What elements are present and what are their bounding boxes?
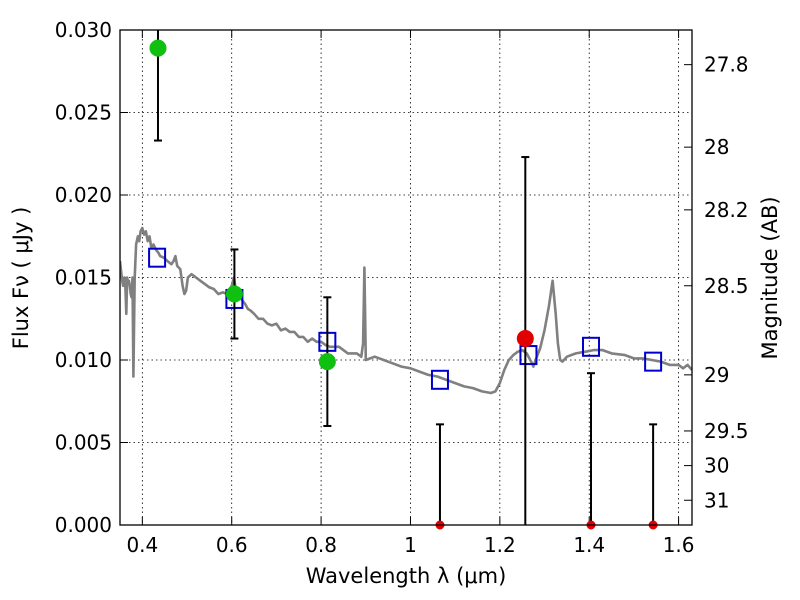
- x-tick-label: 0.4: [126, 533, 158, 557]
- magnitude-tick-label: 28.2: [704, 198, 749, 222]
- marker-layer: [148, 30, 663, 530]
- sed-model-line: [120, 226, 692, 395]
- model-photometry-square: [430, 369, 449, 390]
- y-tick-label: 0.020: [55, 183, 112, 207]
- magnitude-tick-label: 28.5: [704, 274, 749, 298]
- x-tick-label: 1: [404, 533, 417, 557]
- x-tick-label: 1.2: [484, 533, 516, 557]
- data-layer: [120, 226, 692, 395]
- magnitude-tick-label: 29: [704, 363, 729, 387]
- plot-frame: [119, 29, 693, 526]
- detection-point: [149, 39, 167, 57]
- y-tick-label: 0.000: [55, 513, 112, 537]
- x-axis-title: Wavelength λ (μm): [306, 564, 507, 588]
- detection-point: [225, 285, 243, 303]
- axis-ticks: 0.4 0.6 0.8 1 1.2 1.4 1.6 0.000 0.005 0.010 0.015 0…: [55, 18, 749, 557]
- x-tick-label: 0.6: [216, 533, 248, 557]
- detection-point: [318, 353, 336, 371]
- y-axis-title: Flux Fν ( μJy ): [9, 207, 33, 350]
- model-photometry-square: [644, 351, 663, 372]
- y-tick-label: 0.025: [55, 101, 112, 125]
- magnitude-tick-label: 31: [704, 488, 729, 512]
- y-tick-label: 0.015: [55, 266, 112, 290]
- model-photometry-square: [582, 336, 601, 357]
- x-tick-label: 1.6: [663, 533, 695, 557]
- magnitude-tick-label: 27.8: [704, 53, 749, 77]
- x-tick-label: 1.4: [573, 533, 605, 557]
- magnitude-tick-label: 29.5: [704, 419, 749, 443]
- y-tick-label: 0.010: [55, 348, 112, 372]
- y-tick-label: 0.030: [55, 18, 112, 42]
- model-photometry-square: [148, 247, 167, 268]
- magnitude-tick-label: 30: [704, 454, 729, 478]
- nondetection-point: [516, 330, 534, 348]
- magnitude-tick-label: 28: [704, 135, 729, 159]
- x-tick-label: 0.8: [305, 533, 337, 557]
- y-tick-label: 0.005: [55, 431, 112, 455]
- magnitude-axis-title: Magnitude (AB): [758, 196, 782, 359]
